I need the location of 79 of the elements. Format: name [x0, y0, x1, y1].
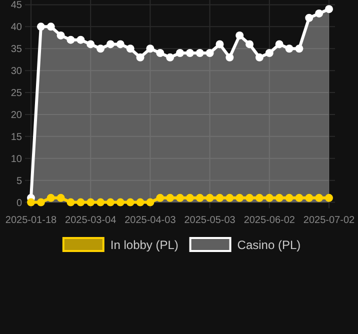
- point: [186, 49, 194, 57]
- point: [86, 40, 95, 48]
- point: [186, 194, 194, 202]
- point: [285, 194, 294, 202]
- point: [46, 22, 55, 31]
- y-tick-label: 0: [16, 198, 22, 209]
- point: [305, 194, 314, 202]
- x-tick-label: 2025-07-02: [303, 215, 356, 226]
- point: [36, 198, 45, 206]
- point: [116, 40, 124, 48]
- point: [166, 53, 174, 62]
- point: [176, 49, 184, 57]
- point: [216, 194, 224, 202]
- point: [275, 194, 284, 202]
- x-tick-label: 2025-04-03: [124, 215, 176, 226]
- point: [285, 44, 294, 53]
- x-tick-label: 2025-05-03: [184, 215, 236, 226]
- y-tick-label: 5: [16, 176, 22, 187]
- point: [265, 194, 274, 202]
- point: [116, 198, 124, 206]
- legend-label: In lobby (PL): [110, 238, 178, 252]
- legend-label: Casino (PL): [237, 238, 301, 252]
- point: [206, 194, 214, 202]
- y-tick-label: 20: [10, 110, 22, 121]
- point: [27, 198, 35, 206]
- point: [246, 40, 254, 48]
- y-tick-label: 45: [10, 0, 22, 12]
- y-tick-label: 25: [10, 88, 22, 100]
- point: [236, 194, 244, 202]
- point: [146, 44, 154, 53]
- point: [56, 194, 65, 202]
- point: [76, 198, 85, 206]
- point: [166, 194, 174, 202]
- x-tick-label: 2025-03-04: [65, 215, 117, 226]
- point: [156, 49, 164, 57]
- point: [246, 194, 254, 202]
- point: [315, 194, 324, 202]
- x-tick-label: 2025-06-02: [244, 215, 296, 226]
- point: [236, 31, 244, 40]
- point: [126, 198, 134, 206]
- point: [156, 194, 164, 202]
- point: [136, 198, 144, 206]
- point: [136, 53, 144, 62]
- point: [96, 198, 105, 206]
- point: [106, 40, 114, 48]
- point: [295, 44, 304, 53]
- point: [206, 49, 214, 57]
- point: [66, 198, 75, 206]
- y-tick-label: 10: [10, 154, 22, 165]
- point: [255, 194, 264, 202]
- point: [126, 44, 134, 53]
- point: [265, 49, 274, 57]
- y-tick-label: 15: [10, 132, 22, 143]
- point: [305, 14, 314, 22]
- point: [66, 36, 75, 44]
- point: [46, 194, 55, 202]
- point: [325, 194, 333, 202]
- point: [86, 198, 95, 206]
- y-tick-label: 35: [10, 44, 22, 56]
- point: [295, 194, 304, 202]
- point: [76, 36, 85, 44]
- point: [325, 5, 333, 14]
- point: [96, 44, 105, 53]
- point: [275, 40, 284, 48]
- point: [36, 22, 45, 31]
- point: [216, 40, 224, 48]
- point: [56, 31, 65, 40]
- point: [106, 198, 114, 206]
- point: [226, 53, 234, 62]
- point: [315, 9, 324, 18]
- point: [196, 194, 204, 202]
- point: [146, 198, 154, 206]
- x-tick-label: 2025-01-18: [5, 215, 58, 226]
- point: [255, 53, 264, 62]
- point: [196, 49, 204, 57]
- point: [226, 194, 234, 202]
- y-tick-label: 40: [10, 22, 22, 34]
- point: [176, 194, 184, 202]
- y-tick-label: 30: [10, 66, 22, 78]
